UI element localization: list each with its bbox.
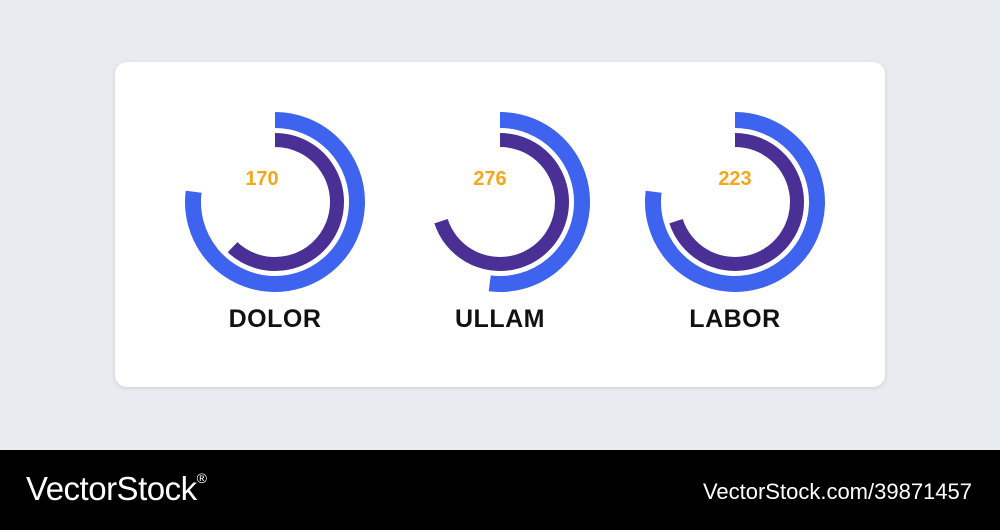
gauge-label: LABOR xyxy=(689,305,781,333)
gauge-value: 170 xyxy=(245,168,278,190)
gauge-labor: 223 LABOR xyxy=(625,62,845,352)
outer-ring-arc xyxy=(645,112,825,292)
gauge-ullam: 276 ULLAM xyxy=(390,62,610,352)
registered-mark: ® xyxy=(196,470,207,486)
inner-ring-arc xyxy=(227,133,344,271)
gauge-label: ULLAM xyxy=(455,305,545,333)
outer-ring-arc xyxy=(488,112,590,292)
watermark-bar: VectorStock® VectorStock.com/39871457 xyxy=(0,450,1000,530)
stock-id: VectorStock.com/39871457 xyxy=(702,479,972,504)
gauge-svg: 276 xyxy=(434,112,590,292)
inner-ring-arc xyxy=(434,133,569,271)
inner-ring-arc xyxy=(669,133,804,271)
gauge-svg: 170 xyxy=(185,112,365,292)
gauge-svg: 223 xyxy=(645,112,825,292)
gauge-value: 223 xyxy=(718,168,751,190)
gauge-label: DOLOR xyxy=(228,305,322,333)
brand-name: VectorStock xyxy=(26,470,197,507)
gauge-value: 276 xyxy=(473,168,506,190)
chart-card: 170 DOLOR 276 ULLAM 223 LABOR xyxy=(115,62,885,387)
gauge-dolor: 170 DOLOR xyxy=(165,62,385,352)
vectorstock-logo: VectorStock® xyxy=(26,470,207,508)
outer-ring-arc xyxy=(185,112,365,292)
